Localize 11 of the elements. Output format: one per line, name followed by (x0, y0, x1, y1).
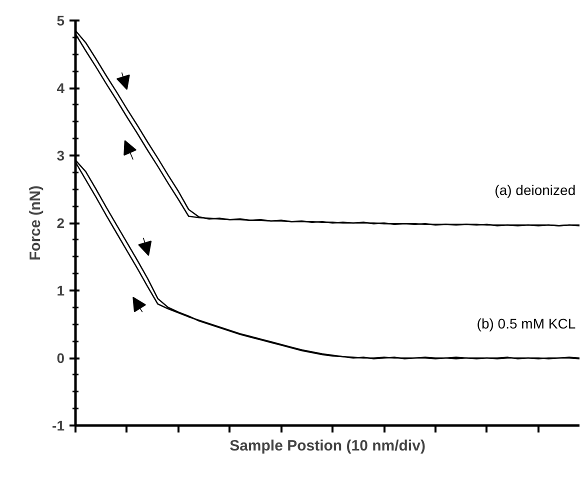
annotation: (a) deionized (494, 182, 576, 198)
y-tick-label: -1 (52, 418, 65, 434)
annotation: (b) 0.5 mM KCL (476, 316, 576, 332)
y-tick-label: 5 (56, 12, 65, 28)
y-tick-label: 4 (56, 80, 65, 96)
y-tick-label: 1 (56, 282, 65, 298)
y-tick-label: 3 (56, 148, 65, 164)
y-axis-title: Force (nN) (27, 185, 44, 260)
x-axis-title: Sample Postion (10 nm/div) (230, 438, 426, 454)
y-tick-label: 2 (56, 215, 65, 231)
y-tick-label: 0 (56, 350, 65, 366)
